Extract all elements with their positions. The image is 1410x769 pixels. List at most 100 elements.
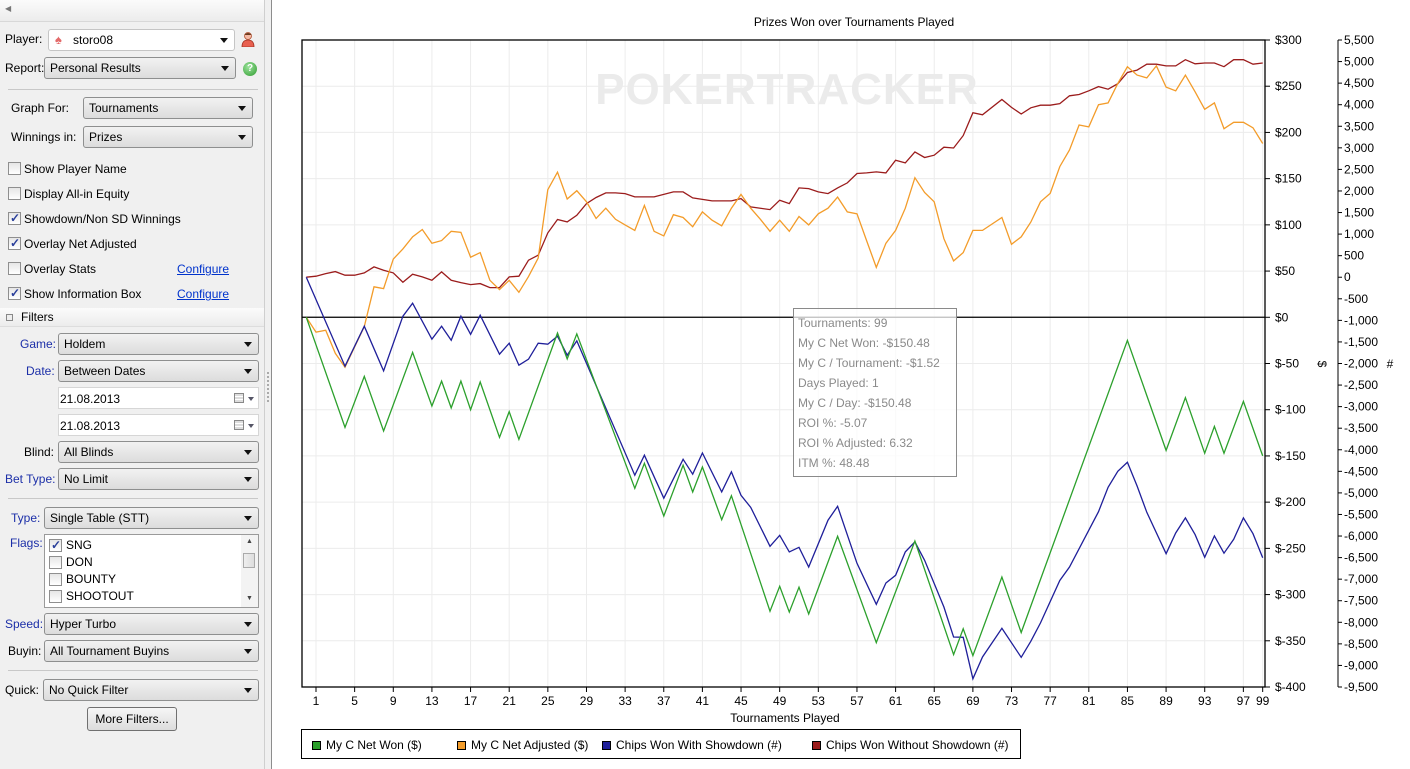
- plot-frame: [301, 39, 1266, 688]
- game-select[interactable]: Holdem: [58, 333, 259, 355]
- filter-sidebar: ◀ Player: ♠ storo08 Report: Personal Res…: [0, 0, 264, 769]
- x-tick-label: 53: [812, 694, 826, 708]
- y-dollar-tick-label: $-100: [1275, 403, 1306, 417]
- x-tick-label: 21: [503, 694, 517, 708]
- x-tick-label: 89: [1159, 694, 1173, 708]
- collapse-arrow-icon[interactable]: ◀: [5, 4, 12, 13]
- calendar-icon[interactable]: [234, 393, 244, 403]
- x-tick-label: 77: [1043, 694, 1057, 708]
- y-dollar-tick-label: $-350: [1275, 634, 1306, 648]
- info-line: My C / Day: -$150.48: [798, 396, 912, 410]
- flags-scrollbar[interactable]: ▲ ▼: [241, 535, 258, 607]
- help-icon[interactable]: ?: [243, 62, 257, 76]
- splitter-grip-icon[interactable]: [267, 372, 269, 402]
- chevron-down-icon[interactable]: [248, 424, 254, 428]
- y-chips-tick-label: -7,500: [1344, 594, 1378, 608]
- legend-swatch: [602, 741, 611, 750]
- series-line-chips-won-with-showdown: [305, 276, 1264, 681]
- y-chips-tick-label: -4,000: [1344, 443, 1378, 457]
- date-from-input[interactable]: 21.08.2013: [58, 387, 259, 409]
- y-chips-tick-label: 5,000: [1344, 55, 1374, 69]
- calendar-icon[interactable]: [234, 420, 244, 430]
- y-chips-tick-label: -8,000: [1344, 615, 1378, 629]
- option-checkbox[interactable]: [8, 162, 21, 175]
- panel-splitter[interactable]: [264, 0, 272, 769]
- scrollbar-thumb[interactable]: [243, 553, 255, 568]
- x-axis-label: Tournaments Played: [730, 711, 839, 725]
- more-filters-button[interactable]: More Filters...: [87, 707, 177, 731]
- x-tick-label: 81: [1082, 694, 1096, 708]
- legend-item[interactable]: Chips Won With Showdown (#): [602, 738, 782, 752]
- flag-label: DON: [66, 555, 93, 569]
- information-box: Tournaments: 99 My C Net Won: -$150.48 My …: [793, 308, 957, 477]
- flag-checkbox[interactable]: [49, 590, 62, 603]
- speed-select[interactable]: Hyper Turbo: [44, 613, 259, 635]
- option-label[interactable]: Show Player Name: [24, 162, 127, 176]
- series-line-my-c-net-adjusted: [305, 64, 1264, 369]
- option-label[interactable]: Showdown/Non SD Winnings: [24, 212, 181, 226]
- bet-type-select[interactable]: No Limit: [58, 468, 259, 490]
- buyin-select[interactable]: All Tournament Buyins: [44, 640, 259, 662]
- y-chips-tick-label: -500: [1344, 292, 1368, 306]
- option-label[interactable]: Overlay Stats: [24, 262, 97, 276]
- option-checkbox[interactable]: [8, 211, 21, 225]
- y-chips-tick-label: -9,000: [1344, 658, 1378, 672]
- scroll-up-icon[interactable]: ▲: [246, 538, 253, 545]
- chevron-down-icon: [220, 38, 228, 43]
- option-label[interactable]: Show Information Box: [24, 287, 142, 301]
- flag-checkbox[interactable]: [49, 573, 62, 586]
- filters-section-header[interactable]: Filters: [0, 308, 264, 327]
- y-chips-tick-label: -2,500: [1344, 378, 1378, 392]
- option-label[interactable]: Display All-in Equity: [24, 187, 130, 201]
- sidebar-collapse-bar[interactable]: ◀: [0, 0, 264, 22]
- x-tick-label: 29: [580, 694, 594, 708]
- report-select[interactable]: Personal Results: [44, 57, 236, 79]
- date-label: Date:: [26, 364, 55, 378]
- chart-legend: My C Net Won ($) My C Net Adjusted ($) Chi…: [301, 729, 1021, 759]
- player-profile-icon[interactable]: [241, 31, 255, 47]
- date-value: Between Dates: [64, 364, 146, 378]
- legend-item[interactable]: My C Net Won ($): [312, 738, 422, 752]
- option-checkbox[interactable]: [8, 187, 21, 200]
- collapse-icon[interactable]: [6, 314, 13, 321]
- legend-item[interactable]: My C Net Adjusted ($): [457, 738, 588, 752]
- date-select[interactable]: Between Dates: [58, 360, 259, 382]
- winnings-in-select[interactable]: Prizes: [83, 126, 253, 148]
- y-dollar-tick-label: $0: [1275, 310, 1289, 324]
- graph-for-select[interactable]: Tournaments: [83, 97, 253, 119]
- flag-checkbox[interactable]: [49, 538, 62, 552]
- chevron-down-icon: [244, 622, 252, 627]
- configure-link[interactable]: Configure: [177, 287, 230, 301]
- y-chips-tick-label: -1,000: [1344, 313, 1378, 327]
- scroll-down-icon[interactable]: ▼: [246, 595, 253, 602]
- quick-filter-select[interactable]: No Quick Filter: [43, 679, 259, 701]
- y-chips-tick-label: -7,000: [1344, 572, 1378, 586]
- option-checkbox[interactable]: [8, 286, 21, 300]
- configure-link[interactable]: Configure: [177, 262, 230, 276]
- info-line: Tournaments: 99: [798, 316, 888, 330]
- series-line-my-c-net-won: [305, 317, 1264, 658]
- chevron-down-icon[interactable]: [248, 397, 254, 401]
- date-to-input[interactable]: 21.08.2013: [58, 414, 259, 436]
- x-tick-label: 37: [657, 694, 671, 708]
- option-label[interactable]: Overlay Net Adjusted: [24, 237, 137, 251]
- y-chips-tick-label: 2,000: [1344, 184, 1374, 198]
- y-chips-tick-label: 5,500: [1344, 33, 1374, 47]
- blind-select[interactable]: All Blinds: [58, 441, 259, 463]
- type-select[interactable]: Single Table (STT): [44, 507, 259, 529]
- option-checkbox[interactable]: [8, 236, 21, 250]
- flag-label: SNG: [66, 538, 93, 552]
- chevron-down-icon: [238, 135, 246, 140]
- option-checkbox[interactable]: [8, 262, 21, 275]
- buyin-value: All Tournament Buyins: [50, 644, 170, 658]
- legend-item[interactable]: Chips Won Without Showdown (#): [812, 738, 1009, 752]
- flag-checkbox[interactable]: [49, 556, 62, 569]
- x-tick-label: 33: [618, 694, 632, 708]
- legend-swatch: [457, 741, 466, 750]
- y-chips-tick-label: 4,500: [1344, 76, 1374, 90]
- player-select[interactable]: ♠ storo08: [48, 29, 235, 51]
- y-chips-tick-label: 500: [1344, 249, 1364, 263]
- y-dollar-tick-label: $-50: [1275, 357, 1299, 371]
